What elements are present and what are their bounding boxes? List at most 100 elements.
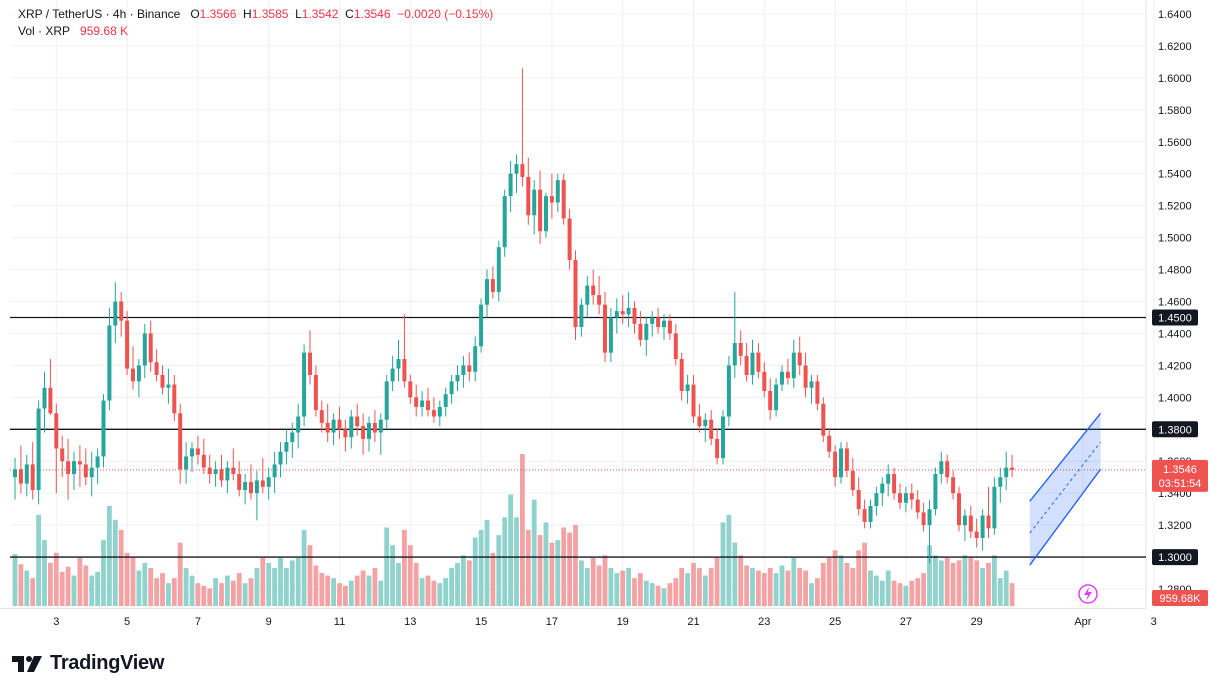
volume-bar	[567, 532, 572, 606]
grid-lines	[0, 0, 1155, 609]
high-value: 1.3585	[251, 7, 289, 21]
volume-bar	[520, 454, 525, 606]
candle-body	[520, 164, 525, 177]
candle-body	[355, 416, 360, 427]
candle-body	[750, 352, 755, 375]
volume-bar	[413, 562, 419, 606]
volume-bar	[461, 555, 466, 606]
volume-bar	[71, 575, 77, 606]
volume-bar	[584, 568, 590, 606]
volume-bar	[862, 542, 867, 606]
volume-bar	[219, 583, 224, 606]
candle-body	[455, 374, 460, 382]
volume-bar	[962, 555, 968, 606]
volume-label[interactable]: Vol · XRP	[18, 24, 71, 38]
volume-bar	[750, 568, 755, 606]
horizontal-levels[interactable]	[10, 316, 1146, 558]
volume-bar	[95, 571, 100, 606]
volume-bar	[201, 585, 207, 606]
price-chart[interactable]: 1.28001.32001.34001.36001.40001.42001.44…	[0, 0, 1224, 645]
volume-bar	[933, 555, 938, 606]
candle-body	[721, 416, 725, 459]
candle-body	[449, 381, 454, 395]
volume-bar	[30, 578, 36, 606]
candle-body	[868, 505, 873, 522]
chart-legend: XRP / TetherUS · 4h · Binance O1.3566 H1…	[18, 6, 493, 40]
parallel-channel[interactable]	[1029, 412, 1102, 566]
volume-bar	[83, 565, 89, 606]
candle-body	[60, 448, 65, 462]
volume-bar	[213, 578, 218, 606]
candle-body	[319, 410, 324, 423]
close-value: 1.3546	[353, 7, 391, 21]
candle-body	[42, 387, 47, 409]
legend-row-ohlc: XRP / TetherUS · 4h · Binance O1.3566 H1…	[18, 6, 493, 23]
candle-body	[939, 461, 944, 475]
candle-body	[603, 304, 607, 353]
volume-bar	[903, 585, 909, 606]
level-tag	[1152, 421, 1198, 438]
y-tick-label: 1.4400	[1158, 328, 1192, 340]
candle-body	[561, 180, 566, 219]
volume-bar	[437, 583, 443, 606]
candle-body	[66, 461, 71, 475]
low-value: 1.3542	[301, 7, 339, 21]
candle-body	[502, 196, 507, 248]
volume-bar	[148, 568, 154, 606]
volume-bar	[773, 573, 779, 606]
candle-body	[408, 381, 413, 398]
candle-body	[544, 196, 548, 232]
volume-bar	[992, 555, 997, 606]
volume-bar	[419, 578, 425, 606]
candle-body	[414, 397, 419, 407]
candle-body	[54, 413, 59, 449]
candle-body	[933, 474, 938, 510]
volume-bar	[177, 542, 183, 606]
lightning-icon-glyph	[1084, 587, 1092, 601]
candle-body	[909, 493, 914, 500]
y-tick-label: 1.4000	[1158, 392, 1192, 404]
y-tick-label: 1.6400	[1158, 9, 1192, 21]
x-tick-label: 3	[1151, 616, 1157, 628]
price-axis[interactable]: 1.28001.32001.34001.36001.40001.42001.44…	[1158, 9, 1192, 596]
volume-bar	[555, 540, 561, 606]
candle-body	[95, 456, 100, 468]
open-label: O	[190, 7, 200, 21]
volume-bar	[354, 575, 360, 606]
candle-body	[650, 317, 655, 324]
candle-body	[367, 422, 371, 439]
candle-body	[237, 474, 242, 490]
symbol-title[interactable]: XRP / TetherUS · 4h · Binance	[18, 7, 181, 21]
volume-bar	[779, 565, 785, 606]
candle-body	[986, 515, 991, 529]
tradingview-logo[interactable]: TradingView	[12, 652, 164, 675]
candle-body	[962, 515, 967, 526]
volume-bar	[850, 568, 856, 606]
volume-bar	[643, 580, 649, 606]
candlesticks	[13, 68, 1015, 564]
volume-bar	[455, 562, 460, 606]
candle-body	[957, 493, 961, 526]
level-tag	[1152, 309, 1198, 326]
volume-bar	[89, 575, 95, 606]
candle-body	[685, 384, 690, 391]
volume-bar	[59, 571, 65, 606]
volume-bar	[171, 578, 177, 606]
volume-bar	[142, 562, 148, 606]
x-tick-label: 13	[404, 616, 416, 628]
candle-body	[72, 461, 76, 475]
time-axis[interactable]: 3 5 7 9 11 13 15 17 19 21 23 25 27 29 Apr 3	[53, 616, 1157, 628]
last-price-countdown: 03:51:54	[1159, 478, 1202, 490]
change-value: −0.0020 (−0.15%)	[397, 7, 494, 21]
volume-bar	[514, 517, 519, 606]
candle-body	[166, 384, 171, 388]
candle-body	[662, 320, 666, 328]
volume-bar	[225, 575, 230, 606]
x-tick-label: 11	[334, 616, 345, 628]
x-tick-label: 5	[124, 616, 130, 628]
candle-body	[532, 189, 537, 216]
volume-tag-label: 959.68K	[1160, 593, 1202, 605]
candle-body	[431, 410, 436, 417]
candle-body	[101, 400, 106, 457]
volume-bar	[325, 575, 331, 606]
